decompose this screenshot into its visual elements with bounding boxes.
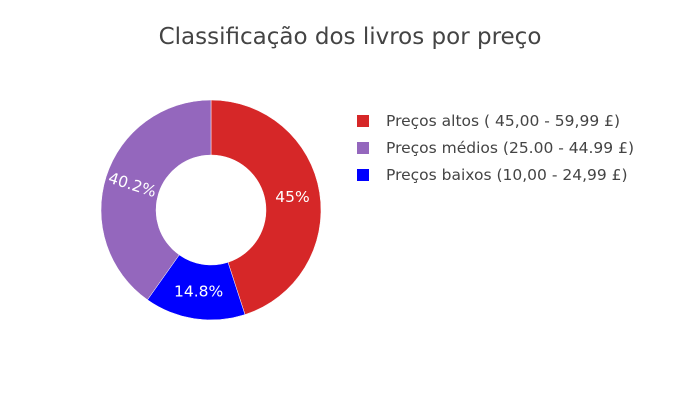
legend-swatch	[357, 114, 369, 127]
slice-label-precos-altos: 45%	[275, 188, 309, 206]
legend-item-precos-altos[interactable]: Preços altos ( 45,00 - 59,99 £)	[357, 107, 634, 134]
slice-label-precos-baixos: 14.8%	[174, 283, 223, 301]
legend[interactable]: Preços altos ( 45,00 - 59,99 £) Preços mé…	[357, 107, 634, 188]
legend-swatch	[357, 168, 369, 181]
legend-label: Preços altos ( 45,00 - 59,99 £)	[386, 111, 621, 130]
legend-label: Preços médios (25.00 - 44.99 £)	[386, 138, 634, 157]
legend-item-precos-medios[interactable]: Preços médios (25.00 - 44.99 £)	[357, 134, 634, 161]
legend-swatch	[357, 141, 369, 154]
chart-title: Classificação dos livros por preço	[158, 24, 542, 50]
slice-precos-altos[interactable]	[210, 99, 322, 315]
legend-item-precos-baixos[interactable]: Preços baixos (10,00 - 24,99 £)	[357, 161, 634, 188]
legend-label: Preços baixos (10,00 - 24,99 £)	[386, 165, 628, 184]
slice-precos-medios[interactable]	[100, 99, 212, 301]
